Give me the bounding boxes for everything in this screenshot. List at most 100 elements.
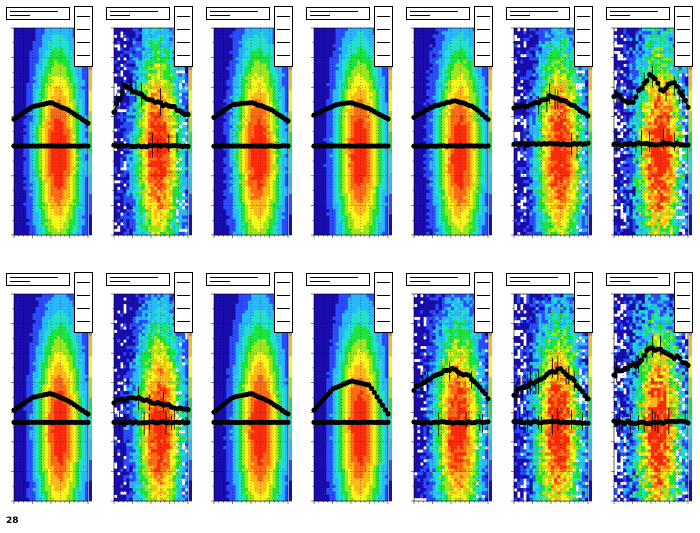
- heatmap-cell: [17, 108, 21, 113]
- heatmap-cell: [263, 228, 267, 233]
- heatmap-cell: [123, 34, 127, 39]
- heatmap-cell: [272, 82, 277, 87]
- heatmap-cell: [123, 225, 127, 229]
- heatmap-cell: [23, 209, 27, 213]
- heatmap-cell: [154, 157, 158, 162]
- heatmap-cell: [20, 86, 24, 90]
- heatmap-cell: [214, 147, 218, 152]
- heatmap-cell: [69, 163, 73, 168]
- heatmap-cell: [135, 63, 140, 68]
- heatmap-cell: [17, 218, 21, 223]
- heatmap-cell: [275, 79, 280, 84]
- heatmap-cell: [26, 225, 30, 229]
- heatmap-cell: [169, 137, 173, 142]
- heatmap-cell: [23, 28, 27, 32]
- heatmap-cell: [132, 53, 136, 58]
- heatmap-cell: [144, 53, 149, 58]
- heatmap-cell: [35, 192, 40, 197]
- heatmap-cell: [275, 147, 280, 152]
- heatmap-cell: [232, 189, 236, 194]
- heatmap-cell: [138, 70, 143, 74]
- heatmap-cell: [169, 150, 173, 155]
- heatmap-cell: [32, 205, 36, 210]
- heatmap-cell: [32, 160, 36, 165]
- heatmap-cell: [72, 212, 77, 216]
- heatmap-cell: [163, 82, 167, 87]
- heatmap-cell: [172, 89, 177, 94]
- heatmap-cell: [275, 76, 280, 81]
- heatmap-cell: [169, 99, 173, 103]
- heatmap-cell: [241, 134, 246, 139]
- heatmap-cell: [238, 53, 243, 58]
- heatmap-cell: [269, 205, 273, 210]
- heatmap-cell: [317, 99, 321, 103]
- heatmap-cell: [257, 212, 261, 216]
- heatmap-cell: [114, 37, 118, 42]
- heatmap-cell: [47, 137, 52, 142]
- heatmap-cell: [114, 99, 118, 103]
- heatmap-cell: [181, 231, 186, 236]
- heatmap-cell: [266, 31, 270, 35]
- heatmap-cell: [269, 63, 273, 68]
- heatmap-cell: [26, 137, 30, 142]
- heatmap-cell: [32, 147, 36, 152]
- heatmap-cell: [120, 183, 124, 187]
- heatmap-cell: [172, 192, 177, 197]
- heatmap-cell: [69, 141, 73, 145]
- heatmap-cell: [57, 131, 61, 136]
- heatmap-cell: [54, 79, 58, 84]
- heatmap-cell: [284, 218, 289, 223]
- palette-step: [89, 131, 92, 153]
- heatmap-cell: [14, 212, 18, 216]
- heatmap-cell: [175, 99, 180, 103]
- heatmap-cell: [144, 66, 149, 71]
- heatmap-cell: [23, 70, 27, 74]
- heatmap-cell: [220, 154, 224, 158]
- heatmap-cell: [63, 37, 67, 42]
- heatmap-cell: [269, 215, 273, 220]
- heatmap-cell: [220, 180, 224, 184]
- heatmap-cell: [135, 160, 140, 165]
- heatmap-cell: [154, 196, 158, 200]
- heatmap-cell: [235, 89, 240, 94]
- heatmap-cell: [63, 147, 67, 152]
- heatmap-cell: [181, 102, 186, 107]
- heatmap-cell: [232, 40, 236, 45]
- heatmap-cell: [147, 86, 152, 90]
- heatmap-cell: [263, 157, 267, 162]
- heatmap-cell: [66, 99, 70, 103]
- heatmap-cell: [163, 183, 167, 187]
- heatmap-cell: [181, 99, 186, 103]
- stats-entry: [277, 29, 290, 30]
- heatmap-cell: [78, 99, 83, 103]
- heatmap-cell: [254, 73, 258, 77]
- heatmap-cell: [257, 183, 261, 187]
- heatmap-cell: [126, 108, 130, 113]
- heatmap-cell: [260, 209, 264, 213]
- heatmap-cell: [38, 66, 43, 71]
- heatmap-cell: [117, 196, 121, 200]
- heatmap-cell: [254, 186, 258, 191]
- heatmap-cell: [184, 150, 189, 155]
- heatmap-cell: [317, 76, 321, 81]
- heatmap-cell: [41, 218, 46, 223]
- palette-step: [89, 214, 92, 236]
- heatmap-cell: [117, 212, 121, 216]
- heatmap-cell: [117, 192, 121, 197]
- heatmap-cell: [126, 167, 130, 171]
- heatmap-cell: [244, 205, 249, 210]
- heatmap-cell: [81, 212, 86, 216]
- heatmap-cell: [229, 173, 233, 178]
- heatmap-cell: [129, 231, 133, 236]
- heatmap-cell: [114, 196, 118, 200]
- heatmap-cell: [214, 37, 218, 42]
- heatmap-cell: [247, 176, 252, 181]
- heatmap-cell: [41, 189, 46, 194]
- heatmap-cell: [120, 57, 124, 61]
- heatmap-cell: [54, 70, 58, 74]
- heatmap-cell: [260, 137, 264, 142]
- heatmap-cell: [272, 215, 277, 220]
- heatmap-cell: [157, 225, 161, 229]
- heatmap-cell: [78, 163, 83, 168]
- heatmap-cell: [220, 60, 224, 64]
